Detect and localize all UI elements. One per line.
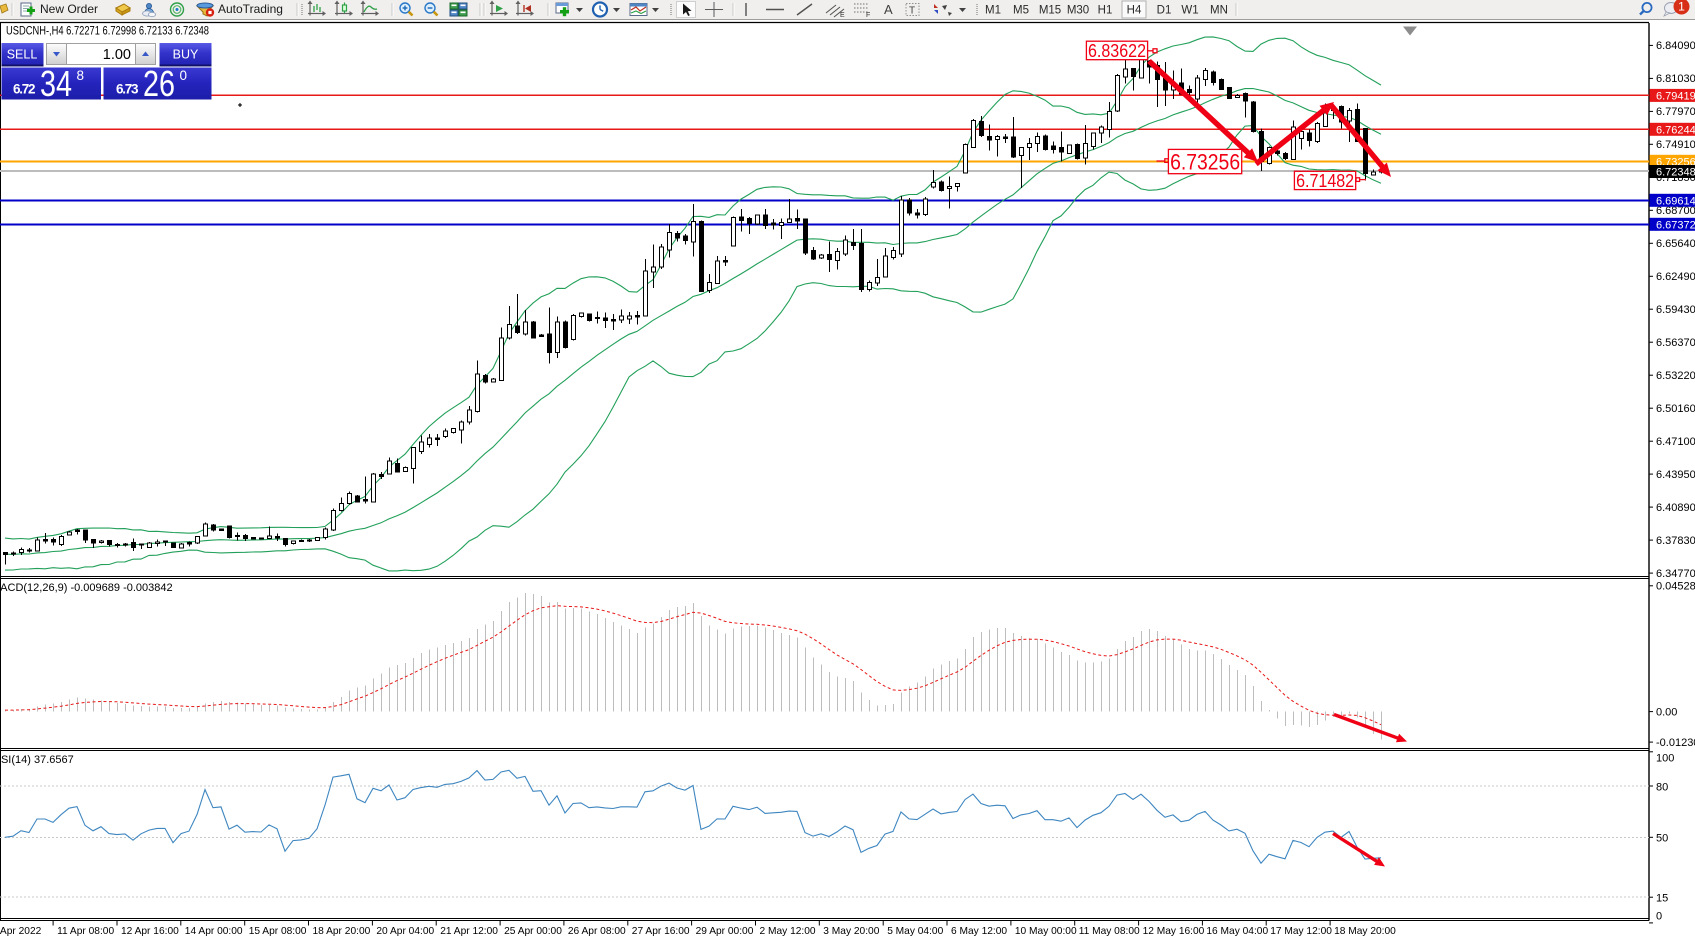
svg-text:29 Apr 00:00: 29 Apr 00:00 <box>696 926 754 937</box>
svg-text:34: 34 <box>40 63 72 104</box>
svg-text:BUY: BUY <box>173 48 199 62</box>
svg-text:6.65640: 6.65640 <box>1656 238 1695 250</box>
svg-text:T: T <box>909 6 915 17</box>
svg-text:6.62490: 6.62490 <box>1656 271 1695 283</box>
svg-text:1: 1 <box>1678 0 1685 14</box>
svg-text:6.71482: 6.71482 <box>1296 171 1354 191</box>
svg-text:100: 100 <box>1656 753 1674 765</box>
svg-text:M15: M15 <box>1039 5 1061 17</box>
svg-text:6.83622: 6.83622 <box>1088 40 1146 61</box>
svg-text:11 Apr 08:00: 11 Apr 08:00 <box>57 926 114 937</box>
svg-text:10 May 00:00: 10 May 00:00 <box>1015 926 1077 937</box>
svg-text:6.72: 6.72 <box>13 82 36 97</box>
svg-text:6.79419: 6.79419 <box>1656 90 1695 102</box>
svg-text:17 May 12:00: 17 May 12:00 <box>1270 926 1332 937</box>
svg-text:18 May 20:00: 18 May 20:00 <box>1334 926 1396 937</box>
svg-text:6.73256: 6.73256 <box>1170 150 1240 175</box>
svg-text:6.37830: 6.37830 <box>1656 535 1695 547</box>
svg-text:6.40890: 6.40890 <box>1656 502 1695 514</box>
svg-text:15: 15 <box>1656 893 1668 905</box>
svg-text:8: 8 <box>77 68 85 83</box>
svg-text:6.56370: 6.56370 <box>1656 337 1695 349</box>
svg-text:8 Apr 2022: 8 Apr 2022 <box>0 926 42 937</box>
svg-text:H1: H1 <box>1098 5 1113 17</box>
svg-text:6.43950: 6.43950 <box>1656 469 1695 481</box>
svg-text:6.76244: 6.76244 <box>1656 124 1695 136</box>
svg-text:6.53220: 6.53220 <box>1656 370 1695 382</box>
svg-text:3 May 20:00: 3 May 20:00 <box>823 926 879 937</box>
svg-text:M1: M1 <box>985 5 1001 17</box>
svg-text:New Order: New Order <box>40 2 98 16</box>
svg-text:M5: M5 <box>1013 5 1029 17</box>
svg-text:6.69614: 6.69614 <box>1656 195 1695 207</box>
svg-text:16 May 04:00: 16 May 04:00 <box>1206 926 1268 937</box>
svg-text:50: 50 <box>1656 832 1668 844</box>
svg-text:W1: W1 <box>1181 5 1198 17</box>
svg-text:15 Apr 08:00: 15 Apr 08:00 <box>249 926 307 937</box>
svg-text:14 Apr 00:00: 14 Apr 00:00 <box>185 926 243 937</box>
svg-text:6.84090: 6.84090 <box>1656 40 1695 52</box>
svg-text:D1: D1 <box>1157 5 1172 17</box>
svg-text:11 May 08:00: 11 May 08:00 <box>1079 926 1140 937</box>
svg-text:6.50160: 6.50160 <box>1656 403 1695 415</box>
svg-text:21 Apr 12:00: 21 Apr 12:00 <box>440 926 498 937</box>
svg-text:1.00: 1.00 <box>103 47 131 63</box>
svg-text:27 Apr 16:00: 27 Apr 16:00 <box>632 926 690 937</box>
svg-text:RSI(14) 37.6567: RSI(14) 37.6567 <box>0 754 74 766</box>
svg-text:0: 0 <box>180 68 188 83</box>
svg-text:0: 0 <box>1656 910 1662 922</box>
svg-text:6 May 12:00: 6 May 12:00 <box>951 926 1007 937</box>
svg-text:18 Apr 20:00: 18 Apr 20:00 <box>313 926 371 937</box>
svg-text:12 Apr 16:00: 12 Apr 16:00 <box>121 926 179 937</box>
svg-text:6.34770: 6.34770 <box>1656 568 1695 580</box>
svg-text:6.67372: 6.67372 <box>1656 219 1695 231</box>
svg-text:6.72348: 6.72348 <box>1656 167 1695 179</box>
svg-text:6.74910: 6.74910 <box>1656 139 1695 151</box>
svg-text:26: 26 <box>143 63 175 104</box>
svg-text:12 May 16:00: 12 May 16:00 <box>1143 926 1205 937</box>
svg-text:F: F <box>866 12 870 19</box>
svg-text:SELL: SELL <box>7 48 38 62</box>
svg-text:6.81030: 6.81030 <box>1656 73 1695 85</box>
svg-text:6.47100: 6.47100 <box>1656 436 1695 448</box>
svg-text:6.77970: 6.77970 <box>1656 106 1695 118</box>
svg-text:E: E <box>840 12 845 19</box>
svg-text:2 May 12:00: 2 May 12:00 <box>760 926 816 937</box>
svg-text:H4: H4 <box>1127 5 1142 17</box>
svg-text:0.00: 0.00 <box>1656 706 1677 718</box>
svg-text:5 May 04:00: 5 May 04:00 <box>887 926 943 937</box>
svg-text:AutoTrading: AutoTrading <box>218 2 283 16</box>
svg-text:MN: MN <box>1210 5 1228 17</box>
svg-text:6.73: 6.73 <box>116 82 139 97</box>
svg-text:80: 80 <box>1656 782 1668 794</box>
svg-text:A: A <box>884 2 893 17</box>
svg-text:6.68700: 6.68700 <box>1656 205 1695 217</box>
svg-text:0.045282: 0.045282 <box>1656 581 1695 593</box>
svg-text:M30: M30 <box>1067 5 1089 17</box>
svg-text:-0.012307: -0.012307 <box>1656 737 1695 749</box>
svg-text:6.59430: 6.59430 <box>1656 304 1695 316</box>
svg-text:USDCNH-,H4 6.72271 6.72998 6.: USDCNH-,H4 6.72271 6.72998 6.72133 6.723… <box>6 26 209 38</box>
svg-text:26 Apr 08:00: 26 Apr 08:00 <box>568 926 626 937</box>
svg-text:25 Apr 00:00: 25 Apr 00:00 <box>504 926 562 937</box>
svg-text:MACD(12,26,9) -0.009689 -0.003: MACD(12,26,9) -0.009689 -0.003842 <box>0 582 173 594</box>
svg-text:20 Apr 04:00: 20 Apr 04:00 <box>376 926 434 937</box>
